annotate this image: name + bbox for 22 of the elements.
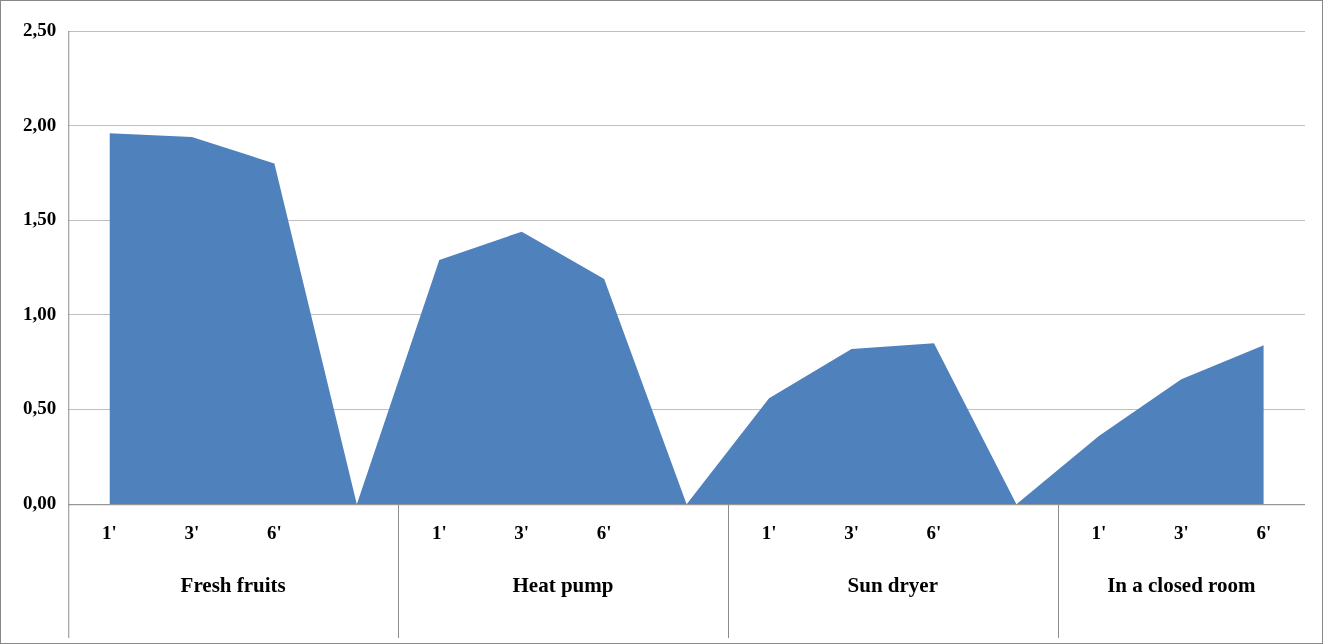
y-tick-label: 0,00	[23, 492, 57, 514]
y-tick-label: 2,00	[23, 113, 57, 135]
x-tick-label: 3'	[844, 521, 859, 543]
x-tick-label: 1'	[1091, 521, 1107, 543]
x-tick-label: 1'	[102, 521, 117, 543]
x-tick-label: 6'	[1256, 521, 1272, 543]
text: Sun dryer	[847, 572, 938, 597]
x-tick-label: 3'	[1173, 521, 1189, 543]
y-tick-label: 2,50	[23, 18, 57, 40]
x-tick-label: 6'	[596, 521, 612, 543]
x-tick-label: 6'	[926, 521, 942, 543]
x-tick-label: 6'	[266, 521, 282, 543]
y-tick-label: 1,00	[23, 302, 57, 324]
y-tick-label: 0,50	[23, 397, 57, 419]
text: Heat pump	[512, 572, 614, 597]
x-tick-label: 1'	[761, 521, 777, 543]
text: In a closed room	[1107, 572, 1257, 597]
x-tick-label: 1'	[431, 521, 447, 543]
y-tick-label: 1,50	[23, 208, 57, 230]
x-tick-label: 3'	[184, 521, 200, 543]
text: Fresh fruits	[180, 572, 286, 597]
x-tick-label: 3'	[514, 521, 530, 543]
